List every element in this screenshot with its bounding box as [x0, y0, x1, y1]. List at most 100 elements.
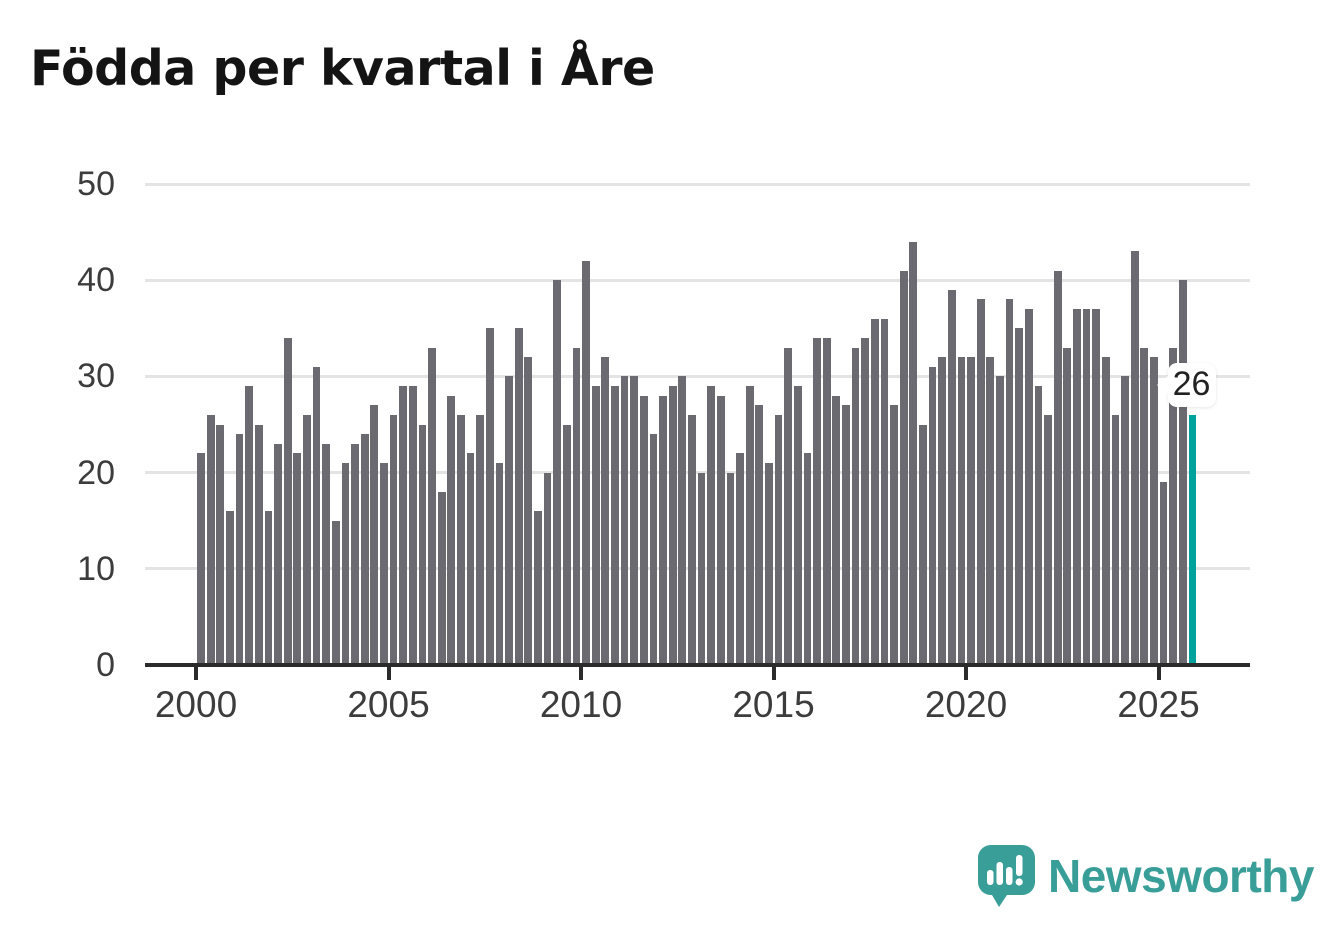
- highlighted-value-label: 26: [1172, 365, 1211, 404]
- bar: [312, 366, 321, 665]
- bar: [1024, 309, 1033, 665]
- bar: [1092, 309, 1101, 665]
- x-axis-tick: [771, 667, 776, 680]
- bar: [842, 405, 850, 665]
- y-axis-tick-label: 30: [77, 357, 115, 396]
- bar: [822, 337, 831, 665]
- bar: [428, 347, 436, 665]
- y-axis-tick-label: 40: [77, 261, 115, 300]
- bar: [591, 386, 600, 665]
- bar: [765, 462, 773, 665]
- bar: [938, 357, 947, 665]
- x-axis-line: [145, 663, 1250, 667]
- bar: [688, 414, 696, 665]
- bar: [331, 520, 340, 665]
- x-axis-tick: [386, 667, 391, 680]
- bar: [861, 337, 870, 665]
- bar: [360, 434, 369, 665]
- bar: [726, 472, 735, 665]
- bar: [630, 376, 639, 665]
- bubble-tail-pointer: [1156, 374, 1169, 395]
- bar: [543, 472, 552, 665]
- bar: [890, 405, 898, 665]
- bar: [408, 386, 417, 665]
- newsworthy-chart-bubble-icon: [978, 845, 1035, 907]
- gridline: [145, 374, 1250, 378]
- x-axis-tick-label: 2010: [539, 684, 623, 725]
- bar: [1101, 357, 1110, 665]
- bar: [880, 318, 889, 665]
- chart-title: Födda per kvartal i Åre: [30, 40, 655, 97]
- bar: [389, 414, 398, 665]
- bar: [524, 357, 533, 665]
- bar: [1073, 309, 1081, 665]
- bar: [534, 511, 542, 665]
- bar: [341, 462, 350, 665]
- y-axis-tick-label: 0: [96, 646, 115, 684]
- bar: [639, 395, 648, 665]
- bar: [784, 347, 793, 665]
- bar: [562, 424, 571, 665]
- bar: [226, 511, 234, 665]
- bar: [697, 472, 706, 665]
- x-axis-tick: [194, 667, 198, 680]
- bar: [1063, 347, 1072, 665]
- bar: [601, 357, 610, 665]
- bar: [264, 511, 273, 665]
- bar: [399, 386, 408, 665]
- bar: [1053, 270, 1062, 665]
- bar: [495, 462, 504, 665]
- bar: [803, 453, 812, 665]
- bar: [437, 491, 446, 665]
- bar: [755, 405, 764, 665]
- bar: [1005, 299, 1014, 665]
- bar: [707, 386, 716, 665]
- gridline: [145, 278, 1250, 282]
- bar: [322, 443, 331, 665]
- bar: [620, 376, 629, 665]
- bar: [967, 357, 975, 665]
- bar: [457, 414, 465, 665]
- bar: [774, 414, 783, 665]
- y-axis-tick-label: 50: [77, 165, 115, 203]
- bar: [1140, 347, 1149, 665]
- x-axis-tick-label: 2015: [732, 684, 815, 725]
- bar: [370, 405, 379, 665]
- bar: [351, 443, 359, 665]
- x-axis-tick: [579, 667, 583, 680]
- bar: [1121, 376, 1129, 665]
- gridline: [145, 471, 1250, 475]
- bar: [235, 434, 244, 665]
- bar: [380, 462, 388, 665]
- bar: [505, 376, 513, 665]
- bar: [197, 453, 205, 665]
- bar: [1169, 347, 1178, 665]
- bar: [206, 414, 215, 665]
- bar: [1044, 414, 1052, 665]
- bar: [611, 386, 619, 665]
- bar: [283, 337, 292, 665]
- bar: [678, 376, 687, 665]
- bar: [1150, 357, 1158, 665]
- bar: [736, 453, 744, 665]
- bar: [514, 328, 523, 665]
- y-axis-tick-label: 10: [77, 549, 115, 588]
- gridline: [145, 182, 1250, 186]
- x-axis-tick: [964, 667, 968, 680]
- x-axis-tick: [1156, 667, 1161, 680]
- bar: [293, 453, 302, 665]
- bar: [659, 395, 667, 665]
- bar: [553, 280, 562, 665]
- bar: [813, 337, 821, 665]
- x-axis-tick-label: 2025: [1117, 684, 1200, 725]
- bar: [476, 414, 485, 665]
- x-axis-tick-label: 2020: [924, 684, 1008, 725]
- bar: [216, 424, 225, 665]
- bar: [851, 347, 860, 665]
- bar: [274, 443, 282, 665]
- bar: [447, 395, 456, 665]
- value-label-bubble: 26: [1156, 362, 1216, 407]
- bar: [485, 328, 494, 665]
- bar: [986, 357, 995, 665]
